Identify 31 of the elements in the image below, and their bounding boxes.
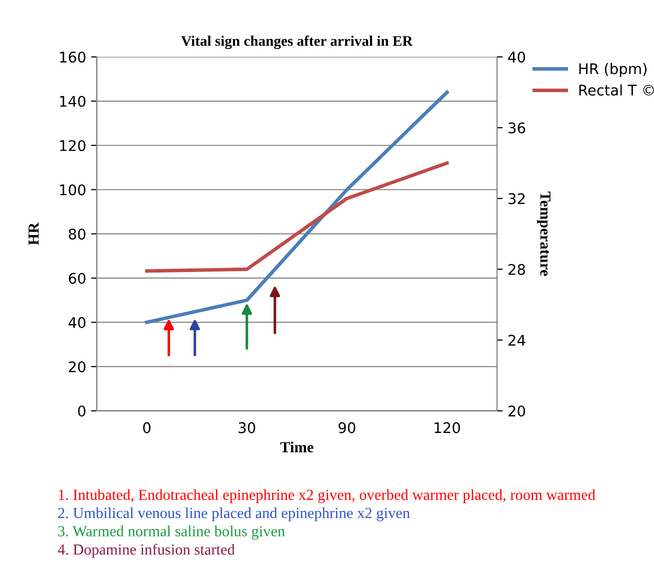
text: 4. Dopamine infusion started	[58, 544, 235, 558]
legend-label: Rectal T ©	[579, 84, 654, 96]
y-tick-label: 80	[68, 228, 86, 240]
y2-tick-label: 40	[508, 52, 526, 63]
y-tick-label: 40	[68, 317, 86, 328]
x-tick-label: 120	[434, 422, 460, 434]
y2-tick-label: 24	[508, 334, 526, 346]
line-series	[145, 161, 449, 273]
y-axis-title: HR	[28, 222, 39, 246]
y-tick-label: 100	[60, 184, 86, 196]
x-tick-label: 90	[338, 422, 356, 434]
y2-axis-title: Temperature	[537, 192, 550, 276]
y-tick-label: 60	[68, 272, 86, 284]
y-tick-label: 120	[60, 140, 86, 152]
text: 3. Warmed normal saline bolus given	[58, 526, 285, 540]
y2-tick-label: 28	[508, 264, 526, 275]
x-tick-label: 0	[143, 422, 150, 434]
x-axis-title: Time	[280, 442, 314, 452]
y-tick-label: 0	[78, 406, 86, 417]
y2-tick-label: 20	[508, 406, 526, 417]
y2-tick-label: 32	[508, 193, 525, 204]
line-series	[145, 90, 449, 324]
x-tick-label: 30	[238, 422, 256, 434]
y2-tick-label: 36	[508, 122, 526, 134]
y-tick-label: 20	[68, 361, 86, 372]
text: 2. Umbilical venous line placed and epinephrine x2 given	[58, 507, 410, 522]
y-tick-label: 140	[60, 96, 86, 107]
legend-label: HR (bpm)	[579, 62, 647, 78]
chart-title: Vital sign changes after arrival in ER	[181, 36, 413, 50]
y-tick-label: 160	[60, 52, 86, 63]
text: 1. Intubated, Endotracheal epinephrine x2 given, overbed warmer placed, room warmed	[58, 489, 596, 504]
